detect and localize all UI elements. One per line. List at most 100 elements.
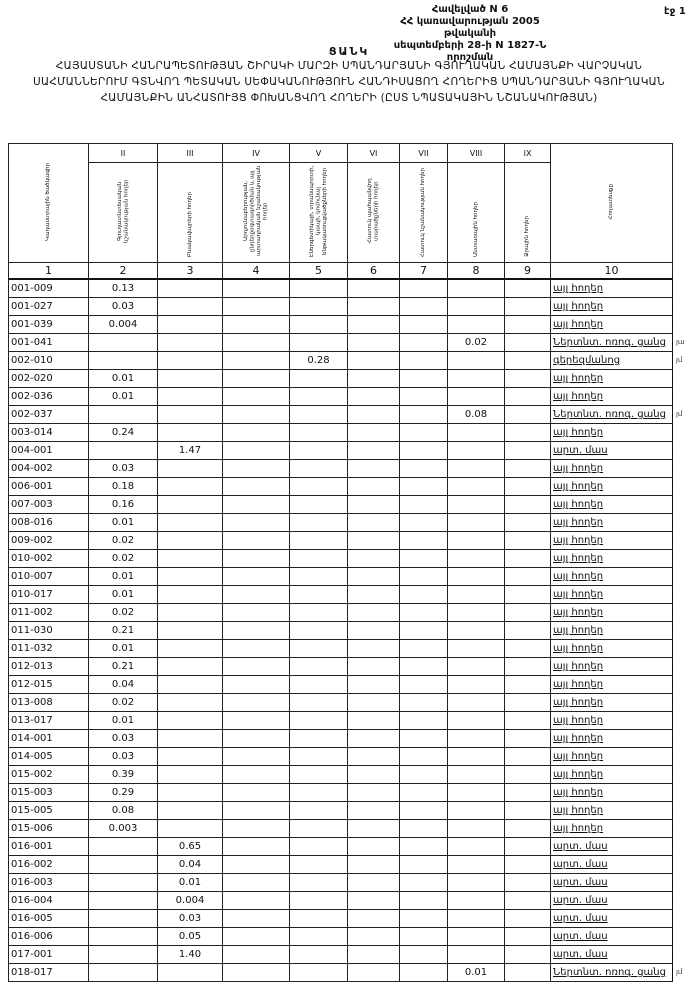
area-cell bbox=[157, 693, 223, 712]
area-cell bbox=[447, 278, 505, 298]
area-cell bbox=[399, 459, 448, 478]
column-header-label: Անտառային հողեր bbox=[472, 202, 479, 257]
area-cell: 0.04 bbox=[157, 855, 223, 874]
area-cell bbox=[504, 855, 551, 874]
area-cell bbox=[88, 405, 158, 424]
cadastral-code: 010-002 bbox=[8, 549, 89, 568]
area-cell: 0.08 bbox=[447, 405, 505, 424]
land-type: այլ հողեր bbox=[550, 567, 673, 586]
area-cell bbox=[504, 549, 551, 568]
area-cell bbox=[399, 531, 448, 550]
area-cell bbox=[347, 891, 400, 910]
column-header-label: Հատուկ պահպանվող տարածքների հողեր bbox=[367, 178, 380, 244]
area-cell bbox=[447, 729, 505, 748]
land-type: այլ հողեր bbox=[550, 315, 673, 334]
table-row: 015-003 0.29 այլ հողեր bbox=[8, 783, 673, 802]
table-row: 006-001 0.18 այլ հողեր bbox=[8, 477, 673, 496]
cadastral-code: 001-039 bbox=[8, 315, 89, 334]
column-number: 6 bbox=[347, 262, 400, 280]
area-cell bbox=[347, 657, 400, 676]
land-type: Ներտնտ. ոռոգ. ցանց bbox=[550, 405, 673, 424]
area-cell bbox=[289, 387, 348, 406]
area-cell bbox=[157, 278, 223, 298]
area-cell bbox=[447, 657, 505, 676]
area-cell bbox=[88, 333, 158, 352]
area-cell bbox=[222, 729, 290, 748]
area-cell bbox=[399, 278, 448, 298]
area-cell: 0.21 bbox=[88, 621, 158, 640]
land-type: արտ. մաս bbox=[550, 441, 673, 460]
area-cell bbox=[157, 423, 223, 442]
area-cell bbox=[157, 783, 223, 802]
area-cell bbox=[399, 945, 448, 964]
cadastral-code: 010-007 bbox=[8, 567, 89, 586]
area-cell bbox=[399, 423, 448, 442]
table-row: 012-015 0.04 այլ հողեր bbox=[8, 675, 673, 694]
area-cell bbox=[347, 369, 400, 388]
table-row: 017-001 1.40 արտ. մաս bbox=[8, 945, 673, 964]
page-number: էջ 1 bbox=[664, 6, 686, 17]
area-cell bbox=[399, 693, 448, 712]
area-cell: 0.65 bbox=[157, 837, 223, 856]
cadastral-code: 015-002 bbox=[8, 765, 89, 784]
area-cell bbox=[347, 747, 400, 766]
area-cell bbox=[347, 495, 400, 514]
area-cell: 0.004 bbox=[88, 315, 158, 334]
area-cell bbox=[347, 783, 400, 802]
annex-line: Հավելված N 6 bbox=[431, 4, 509, 15]
area-cell bbox=[347, 423, 400, 442]
area-cell bbox=[447, 819, 505, 838]
cadastral-code: 007-003 bbox=[8, 495, 89, 514]
area-cell bbox=[504, 639, 551, 658]
area-cell bbox=[399, 585, 448, 604]
land-type: այլ հողեր bbox=[550, 603, 673, 622]
cadastral-code: 015-006 bbox=[8, 819, 89, 838]
area-cell bbox=[504, 783, 551, 802]
area-cell bbox=[222, 819, 290, 838]
table-row: 011-002 0.02 այլ հողեր bbox=[8, 603, 673, 622]
area-cell bbox=[289, 315, 348, 334]
land-type: այլ հողեր bbox=[550, 711, 673, 730]
area-cell bbox=[504, 891, 551, 910]
area-cell bbox=[289, 819, 348, 838]
table-row: 011-032 0.01 այլ հողեր bbox=[8, 639, 673, 658]
area-cell: 0.28 bbox=[289, 351, 348, 370]
area-cell bbox=[504, 603, 551, 622]
area-cell bbox=[347, 729, 400, 748]
area-cell bbox=[504, 909, 551, 928]
area-cell bbox=[504, 837, 551, 856]
area-cell bbox=[222, 513, 290, 532]
area-cell bbox=[289, 459, 348, 478]
area-cell bbox=[399, 549, 448, 568]
area-cell bbox=[399, 639, 448, 658]
cadastral-code: 016-005 bbox=[8, 909, 89, 928]
table-row: 002-037 0.08 Ներտնտ. ոռոգ. ցանց bbox=[8, 405, 673, 424]
cadastral-code: 012-015 bbox=[8, 675, 89, 694]
area-cell bbox=[222, 675, 290, 694]
table-row: 018-017 0.01 Ներտնտ. ոռոգ. ցանց bbox=[8, 963, 673, 982]
area-cell bbox=[504, 963, 551, 982]
area-cell bbox=[399, 801, 448, 820]
area-cell bbox=[399, 837, 448, 856]
area-cell bbox=[399, 333, 448, 352]
cadastral-code: 011-002 bbox=[8, 603, 89, 622]
area-cell bbox=[289, 405, 348, 424]
area-cell bbox=[447, 585, 505, 604]
area-cell: 0.03 bbox=[88, 459, 158, 478]
area-cell bbox=[447, 711, 505, 730]
area-cell bbox=[289, 747, 348, 766]
area-cell bbox=[504, 819, 551, 838]
area-cell bbox=[504, 369, 551, 388]
area-cell: 0.01 bbox=[88, 639, 158, 658]
area-cell bbox=[222, 477, 290, 496]
table-row: 001-027 0.03 այլ հողեր bbox=[8, 297, 673, 316]
area-cell bbox=[157, 549, 223, 568]
area-cell bbox=[504, 531, 551, 550]
area-cell bbox=[504, 513, 551, 532]
column-header: Բնակավայրերի հողեր bbox=[157, 162, 223, 263]
land-type: այլ հողեր bbox=[550, 765, 673, 784]
area-cell bbox=[88, 963, 158, 982]
area-cell: 0.02 bbox=[88, 693, 158, 712]
land-type: այլ հողեր bbox=[550, 459, 673, 478]
land-type: արտ. մաս bbox=[550, 927, 673, 946]
